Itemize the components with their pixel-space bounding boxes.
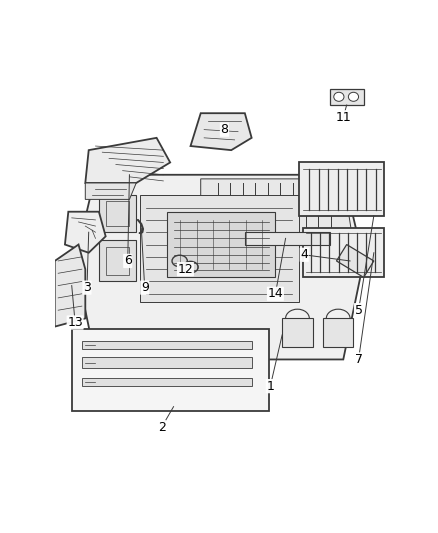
Polygon shape (282, 318, 313, 347)
Polygon shape (303, 228, 384, 277)
Polygon shape (55, 245, 85, 327)
Polygon shape (330, 88, 364, 105)
Text: 14: 14 (268, 287, 283, 300)
Text: 7: 7 (354, 353, 363, 366)
Text: 2: 2 (158, 421, 166, 434)
Text: 8: 8 (220, 123, 229, 136)
Polygon shape (82, 341, 251, 349)
Polygon shape (82, 358, 251, 368)
Polygon shape (167, 212, 276, 277)
Text: 12: 12 (177, 263, 193, 276)
Polygon shape (140, 195, 299, 302)
Polygon shape (99, 195, 136, 232)
Text: 11: 11 (336, 111, 351, 124)
Polygon shape (75, 175, 364, 359)
Polygon shape (191, 113, 251, 150)
Text: 4: 4 (300, 248, 308, 261)
Text: 13: 13 (67, 316, 83, 329)
Polygon shape (201, 179, 353, 261)
Polygon shape (299, 163, 384, 216)
Polygon shape (245, 232, 330, 245)
Polygon shape (65, 212, 106, 253)
Polygon shape (82, 378, 251, 386)
Text: 6: 6 (124, 254, 132, 268)
Ellipse shape (348, 92, 359, 101)
Text: 3: 3 (83, 281, 91, 294)
Text: 9: 9 (141, 281, 148, 294)
Ellipse shape (334, 92, 344, 101)
Polygon shape (99, 240, 136, 281)
Polygon shape (336, 245, 374, 277)
Polygon shape (323, 318, 353, 347)
Polygon shape (72, 329, 268, 411)
Text: 5: 5 (354, 304, 363, 317)
Text: 1: 1 (266, 379, 274, 393)
Polygon shape (85, 138, 170, 183)
Polygon shape (85, 183, 136, 199)
